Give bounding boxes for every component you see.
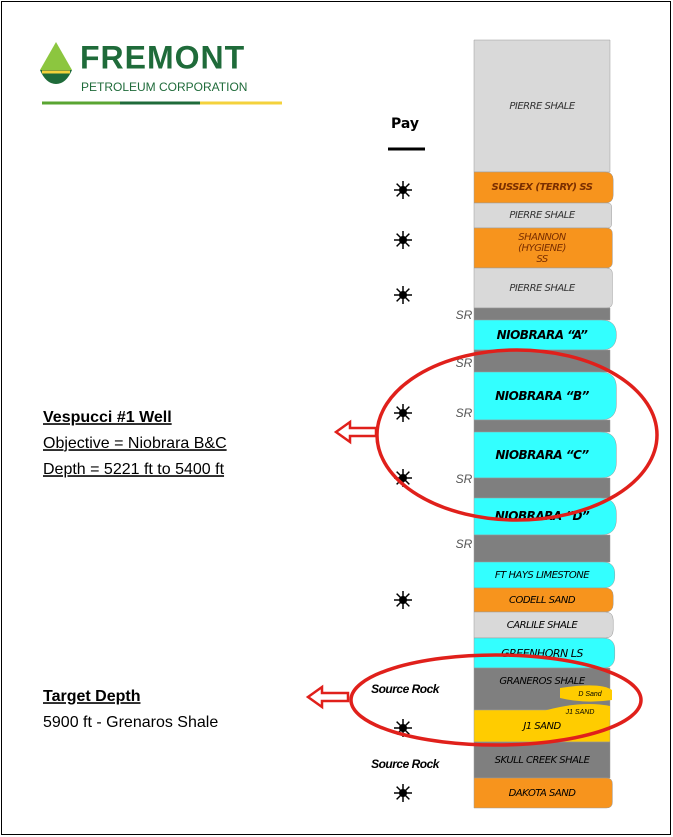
arrow (308, 687, 348, 707)
layer-label: NIOBRARA “B” (474, 372, 610, 420)
pay-star (394, 231, 412, 249)
layer-label-box: CARLILE SHALE (474, 612, 610, 638)
star-center (399, 724, 407, 732)
layer-label: DAKOTA SAND (474, 778, 610, 808)
source-rock-label: Source Rock (371, 757, 441, 771)
layer-label-box: CODELL SAND (474, 588, 610, 612)
layer-label-box: PIERRE SHALE (474, 203, 610, 228)
sub-label: D Sand (578, 691, 602, 698)
target-title: Target Depth (43, 688, 140, 705)
rock-layer (474, 308, 610, 320)
layer-label-box: PIERRE SHALE (474, 268, 610, 308)
layer-label-box: NIOBRARA “B” (474, 372, 610, 420)
sr-label: SR (456, 537, 473, 551)
layer-label-box: SUSSEX (TERRY) SS (474, 172, 610, 203)
layer-label: SHANNON (HYGIENE) SS (474, 228, 610, 268)
star-center (399, 291, 407, 299)
layer-label-box: FT HAYS LIMESTONE (474, 562, 610, 588)
rock-layer (474, 420, 610, 432)
layer-label-box: PIERRE SHALE (474, 40, 610, 172)
sr-label: SR (456, 308, 473, 322)
layer-label: CODELL SAND (474, 588, 610, 612)
layer-label: SUSSEX (TERRY) SS (474, 172, 610, 203)
well-title: Vespucci #1 Well (43, 409, 172, 426)
sub-label: J1 SAND (565, 709, 595, 716)
layer-label-box: SHANNON (HYGIENE) SS (474, 228, 610, 268)
layer-label-box: NIOBRARA “A” (474, 320, 610, 350)
sr-label: SR (456, 472, 473, 486)
pay-star (394, 591, 412, 609)
page: FREMONT PETROLEUM CORPORATION Pay Vespuc… (0, 0, 673, 837)
pay-star (394, 286, 412, 304)
layer-label-box: NIOBRARA “C” (474, 432, 610, 478)
rock-layer (474, 478, 610, 498)
layer-label-box: GREENHORN LS (474, 638, 610, 668)
star-center (399, 236, 407, 244)
star-center (399, 789, 407, 797)
layer-label: GREENHORN LS (474, 638, 610, 668)
arrow (336, 422, 376, 442)
layer-label: SKULL CREEK SHALE (474, 742, 610, 778)
layer-label: PIERRE SHALE (474, 203, 610, 228)
star-center (399, 409, 407, 417)
target-depth: 5900 ft - Grenaros Shale (43, 714, 218, 731)
pay-star (394, 181, 412, 199)
sr-label: SR (456, 406, 473, 420)
layer-label: NIOBRARA “A” (474, 320, 610, 350)
layer-label: PIERRE SHALE (474, 40, 610, 172)
rock-layer (474, 535, 610, 562)
well-depth: Depth = 5221 ft to 5400 ft (43, 461, 225, 478)
layer-label-box: SKULL CREEK SHALE (474, 742, 610, 778)
logo-subtitle: PETROLEUM CORPORATION (81, 80, 247, 94)
pay-star (394, 784, 412, 802)
layer-label: CARLILE SHALE (474, 612, 610, 638)
diagram: FREMONT PETROLEUM CORPORATION Pay Vespuc… (0, 0, 673, 837)
layer-label: NIOBRARA “C” (474, 432, 610, 478)
layer-label: NIOBRARA “D” (474, 498, 610, 535)
pay-label: Pay (391, 116, 419, 132)
layer-label-box: NIOBRARA “D” (474, 498, 610, 535)
pay-star (394, 404, 412, 422)
star-center (399, 186, 407, 194)
logo-title: FREMONT (80, 39, 245, 75)
layer-label: PIERRE SHALE (474, 268, 610, 308)
source-rock-label: Source Rock (371, 682, 441, 696)
layer-label-box: DAKOTA SAND (474, 778, 610, 808)
star-center (399, 596, 407, 604)
layer-label: FT HAYS LIMESTONE (474, 562, 610, 588)
well-objective: Objective = Niobrara B&C (43, 435, 227, 452)
